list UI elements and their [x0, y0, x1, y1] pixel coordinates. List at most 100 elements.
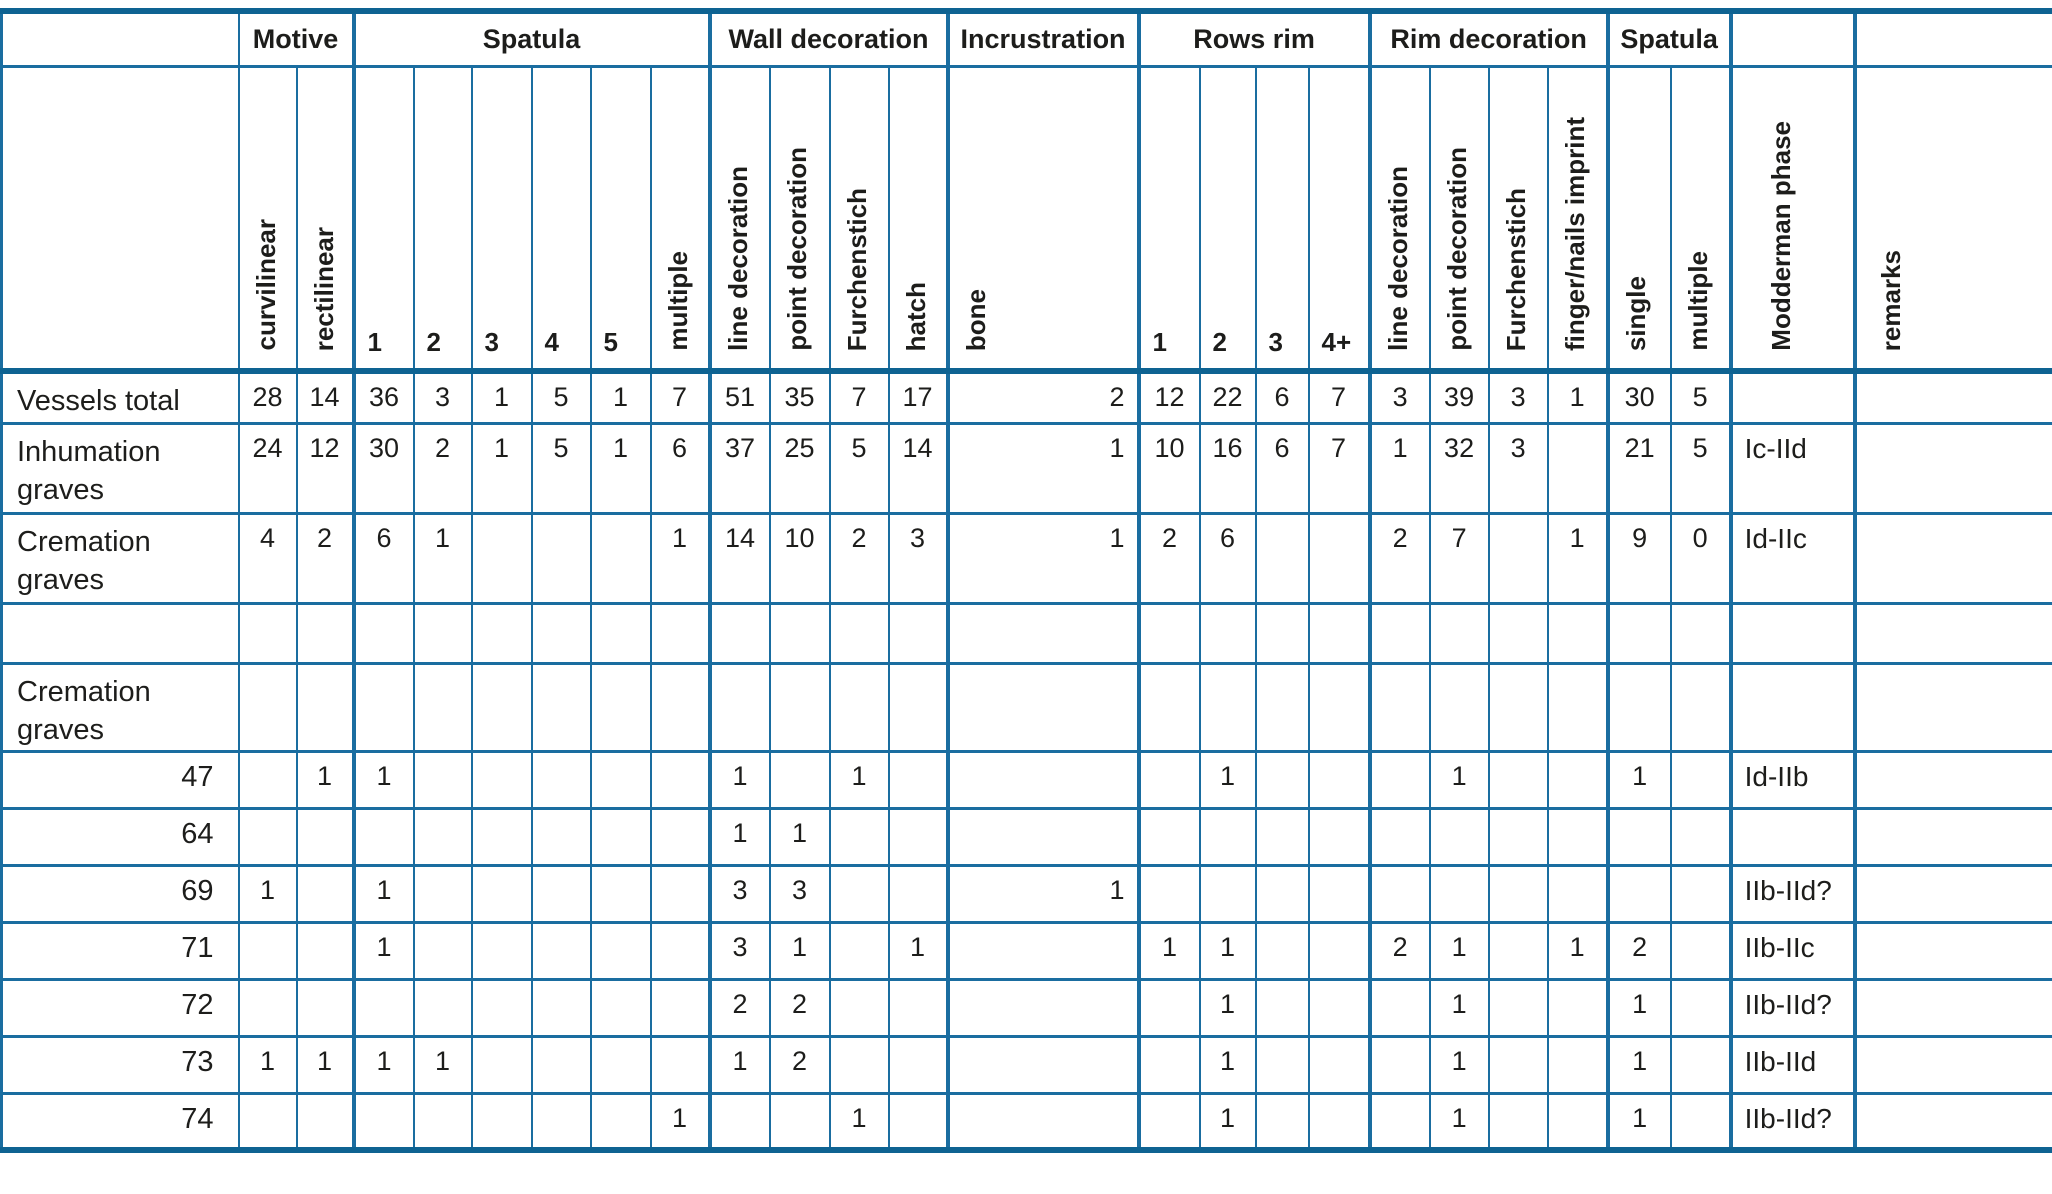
- cell: [1487, 806, 1549, 867]
- modderman-phase-cell: IIb-IId: [1728, 1034, 1856, 1095]
- row-label: 72: [0, 977, 240, 1038]
- cell: [1669, 601, 1732, 665]
- cell: 3: [1487, 369, 1549, 425]
- column-header-remarks: remarks: [1852, 64, 2052, 374]
- rotated-label: multiple: [662, 251, 693, 351]
- column-header-modderman-phase: Modderman phase: [1728, 64, 1856, 374]
- cell: 24: [237, 421, 298, 515]
- rotated-label: rectilinear: [308, 226, 339, 351]
- column-header-finger-nails-imprint: finger/nails imprint: [1546, 64, 1609, 374]
- rotated-label: point decoration: [781, 147, 812, 351]
- cell: [1254, 661, 1310, 753]
- column-header-bone: bone: [945, 64, 1140, 374]
- cell: 1: [589, 369, 652, 425]
- cell: [649, 661, 711, 753]
- cell: [768, 1091, 831, 1153]
- cell: 1: [1546, 511, 1609, 605]
- modderman-phase-cell: Id-IIc: [1728, 511, 1856, 605]
- cell: 1: [1198, 977, 1257, 1038]
- modderman-phase-cell: IIb-IIc: [1728, 920, 1856, 981]
- cell: [1136, 601, 1201, 665]
- cell: [887, 1034, 949, 1095]
- rotated-label: Modderman phase: [1765, 121, 1796, 351]
- row-label: 64: [0, 806, 240, 867]
- cell: 1: [1428, 749, 1490, 810]
- cell: [1136, 661, 1201, 753]
- cell: [589, 806, 652, 867]
- cell: 1: [351, 920, 415, 981]
- cell: 7: [1307, 421, 1371, 515]
- cell: [1605, 806, 1672, 867]
- cell: [589, 1034, 652, 1095]
- cell: 5: [1669, 421, 1732, 515]
- cell: [768, 601, 831, 665]
- remarks-cell: [1852, 369, 2052, 425]
- cell: [1428, 601, 1490, 665]
- cell: 1: [351, 1034, 415, 1095]
- column-header-rectilinear: rectilinear: [295, 64, 355, 374]
- cell: [1487, 661, 1549, 753]
- cell: 7: [1307, 369, 1371, 425]
- cell: [412, 661, 473, 753]
- modderman-phase-cell: [1728, 601, 1856, 665]
- row-label: Cremation graves: [0, 661, 240, 753]
- group-header-empty: [1728, 8, 1856, 68]
- cell: [470, 749, 533, 810]
- column-header-5: 5: [589, 64, 652, 374]
- cell: [1367, 806, 1431, 867]
- row-label: 47: [0, 749, 240, 810]
- cell: [945, 749, 1140, 810]
- cell: [470, 806, 533, 867]
- cell: 1: [351, 749, 415, 810]
- rotated-label: curvilinear: [250, 219, 281, 351]
- modderman-phase-cell: [1728, 806, 1856, 867]
- cell: 1: [1546, 920, 1609, 981]
- cell: 1: [768, 806, 831, 867]
- cell: [530, 749, 592, 810]
- cell: [1605, 601, 1672, 665]
- cell: [1307, 863, 1371, 924]
- cell: [1605, 863, 1672, 924]
- cell: 0: [1669, 511, 1732, 605]
- cell: [589, 749, 652, 810]
- cell: 21: [1605, 421, 1672, 515]
- cell: 5: [1669, 369, 1732, 425]
- cell: [828, 601, 890, 665]
- cell: 1: [589, 421, 652, 515]
- cell: 37: [707, 421, 771, 515]
- rotated-label: Furchenstich: [1500, 187, 1531, 351]
- cell: 30: [1605, 369, 1672, 425]
- cell: 2: [1136, 511, 1201, 605]
- cell: [1198, 661, 1257, 753]
- cell: [1428, 806, 1490, 867]
- column-header-multiple: multiple: [1669, 64, 1732, 374]
- cell: [237, 806, 298, 867]
- cell: [1254, 977, 1310, 1038]
- cell: [470, 661, 533, 753]
- cell: [589, 511, 652, 605]
- column-header-curvilinear: curvilinear: [237, 64, 298, 374]
- rotated-label: hatch: [900, 281, 931, 351]
- cell: [1546, 421, 1609, 515]
- cell: 6: [1254, 369, 1310, 425]
- cell: 5: [828, 421, 890, 515]
- cell: 1: [1198, 749, 1257, 810]
- table-row-69: 69 1 1 3 3 1 IIb-IId?: [0, 863, 2052, 924]
- cell: [1669, 1034, 1732, 1095]
- cell: 9: [1605, 511, 1672, 605]
- cell: [1307, 749, 1371, 810]
- cell: [412, 920, 473, 981]
- rotated-label: line decoration: [722, 166, 753, 351]
- cell: 1: [1428, 1091, 1490, 1153]
- column-header-point-decoration: point decoration: [768, 64, 831, 374]
- cell: 1: [1428, 920, 1490, 981]
- rotated-label: multiple: [1682, 251, 1713, 351]
- group-header-wall-decoration: Wall decoration: [707, 8, 949, 68]
- modderman-phase-cell: IIb-IId?: [1728, 863, 1856, 924]
- cell: [237, 920, 298, 981]
- remarks-cell: [1852, 511, 2052, 605]
- rotated-label: Furchenstich: [841, 187, 872, 351]
- cell: 36: [351, 369, 415, 425]
- rotated-label: line decoration: [1382, 166, 1413, 351]
- cell: [1254, 1034, 1310, 1095]
